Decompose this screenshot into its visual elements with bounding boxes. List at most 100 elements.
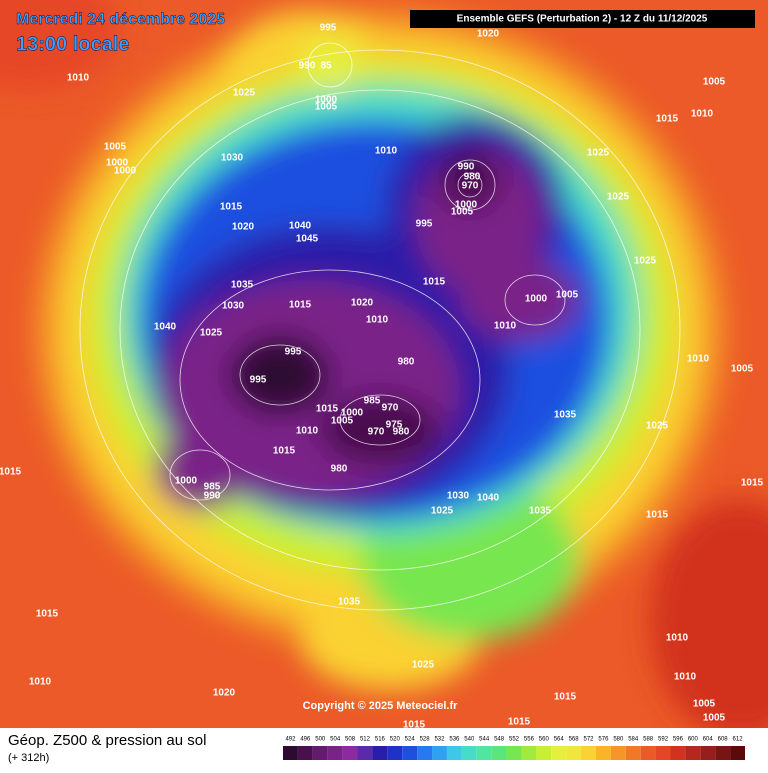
isobar-label: 980: [393, 427, 410, 438]
model-box: [410, 10, 755, 28]
colorbar-swatch: [655, 746, 671, 760]
colorbar-swatch: [730, 746, 745, 760]
colorbar-swatch: [581, 746, 596, 760]
footer-lead: (+ 312h): [8, 752, 49, 764]
colorbar-label: 492: [285, 737, 296, 743]
isobar-label: 1020: [213, 688, 236, 699]
isobar-label: 985: [364, 396, 381, 407]
colorbar-label: 604: [703, 737, 714, 743]
isobar-label: 1015: [646, 510, 669, 521]
isobar-label: 980: [398, 357, 415, 368]
isobar-label: 1015: [36, 609, 59, 620]
colorbar-swatch: [521, 746, 537, 760]
colorbar-label: 568: [569, 737, 580, 743]
colorbar-swatch: [432, 746, 447, 760]
colorbar-label: 576: [598, 737, 609, 743]
field: [0, 0, 768, 740]
isobar-label: 980: [464, 172, 481, 183]
isobar-label: 1015: [554, 692, 577, 703]
isobar-label: 1000: [525, 294, 548, 305]
isobar-label: 1015: [220, 202, 243, 213]
colorbar-label: 536: [449, 737, 460, 743]
isobar-label: 1045: [296, 234, 319, 245]
colorbar-swatch: [670, 746, 686, 760]
isobar-label: 1020: [232, 222, 255, 233]
isobar-label: 1015: [289, 300, 312, 311]
isobar-label: 990: [458, 162, 475, 173]
isobar-label: 1010: [375, 146, 398, 157]
isobar-label: 995: [416, 219, 433, 230]
colorbar-swatch: [536, 746, 552, 760]
colorbar-label: 592: [658, 737, 669, 743]
isobar-label: 1035: [554, 410, 577, 421]
colorbar-swatch: [610, 746, 626, 760]
colorbar-swatch: [372, 746, 388, 760]
colorbar-swatch: [297, 746, 313, 760]
isobar-label: 1015: [656, 114, 679, 125]
isobar-label: 1005: [703, 713, 726, 724]
isobar-label: 1035: [231, 280, 254, 291]
colorbar-swatch: [312, 746, 328, 760]
colorbar-label: 548: [494, 737, 505, 743]
copyright: Copyright © 2025 Meteociel.fr: [303, 700, 459, 712]
colorbar-label: 508: [345, 737, 356, 743]
footer-title: Géop. Z500 & pression au sol: [8, 732, 206, 749]
colorbar-label: 516: [375, 737, 386, 743]
colorbar-label: 572: [584, 737, 595, 743]
colorbar-swatch: [491, 746, 507, 760]
isobar-label: 1010: [666, 633, 689, 644]
isobar-label: 1040: [477, 493, 500, 504]
isobar-label: 970: [368, 427, 385, 438]
colorbar-swatch: [417, 746, 433, 760]
colorbar-label: 584: [628, 737, 639, 743]
isobar-label: 1010: [296, 426, 319, 437]
isobar-label: 1005: [693, 699, 716, 710]
isobar-label: 975: [386, 420, 403, 431]
isobar-label: 1000: [455, 200, 478, 211]
isobar-label: 1005: [104, 142, 127, 153]
isobar-label: 970: [462, 181, 479, 192]
isobar-label: 1030: [222, 301, 245, 312]
isobar-label: 1005: [315, 102, 338, 113]
colorbar-swatch: [566, 746, 582, 760]
isobar-label: 1005: [331, 416, 354, 427]
colorbar-label: 512: [360, 737, 371, 743]
colorbar-swatch: [715, 746, 731, 760]
isobar-label: 1015: [273, 446, 296, 457]
isobar-label: 1030: [447, 491, 470, 502]
isobar-label: 1015: [0, 467, 22, 478]
isobar-label: 1035: [529, 506, 552, 517]
isobar-label: 85: [320, 61, 332, 72]
isobar-label: 1025: [587, 148, 610, 159]
colorbar-label: 560: [539, 737, 550, 743]
isobar-label: 995: [250, 375, 267, 386]
isobar-label: 1025: [233, 88, 256, 99]
isobar-label: 1000: [341, 408, 364, 419]
isobar-label: 1010: [366, 315, 389, 326]
isobar-label: 1005: [451, 207, 474, 218]
isobar-label: 1010: [687, 354, 710, 365]
colorbar-label: 564: [554, 737, 565, 743]
isobar-label: 1040: [154, 322, 177, 333]
isobar-label: 1020: [351, 298, 374, 309]
colorbar-swatch: [402, 746, 418, 760]
colorbar-swatch: [640, 746, 656, 760]
colorbar-label: 520: [390, 737, 401, 743]
isobar-label: 1005: [731, 364, 754, 375]
isobar-label: 1015: [423, 277, 446, 288]
isobar-label: 970: [382, 403, 399, 414]
time: 13:00 locale: [16, 33, 129, 55]
isobar-label: 1025: [607, 192, 630, 203]
isobar-label: 1020: [477, 29, 500, 40]
isobar-label: 1005: [556, 290, 579, 301]
colorbar-swatch: [327, 746, 343, 760]
colorbar-swatch: [283, 746, 298, 760]
colorbar-label: 528: [420, 737, 431, 743]
colorbar-swatch: [461, 746, 477, 760]
isobar-label: 1025: [646, 421, 669, 432]
colorbar-label: 608: [718, 737, 729, 743]
isobar-label: 1010: [691, 109, 714, 120]
isobar-label: 1015: [741, 478, 764, 489]
isobar-label: 1030: [221, 153, 244, 164]
